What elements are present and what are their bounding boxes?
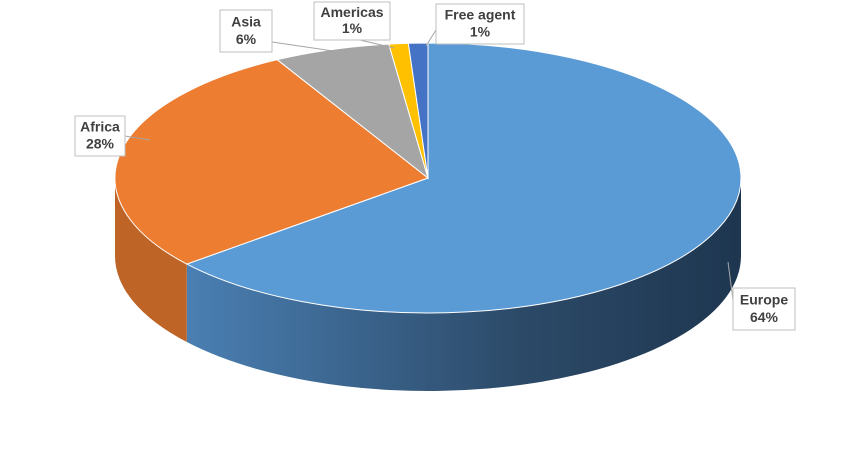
value-label: 1% [470, 24, 491, 40]
label-box [732, 287, 796, 331]
label-box [74, 115, 126, 157]
leader-line [727, 261, 734, 301]
leader-line [359, 39, 395, 49]
label-box [313, 1, 391, 41]
slice-side [114, 178, 187, 343]
category-label: Africa [80, 119, 120, 135]
slice-side [186, 178, 742, 391]
slice [276, 43, 429, 180]
category-label: Americas [320, 4, 383, 20]
leader-line [124, 135, 151, 141]
label-box [435, 3, 525, 45]
label-box [219, 9, 273, 53]
value-label: 1% [342, 20, 363, 36]
value-label: 28% [86, 136, 115, 152]
value-label: 64% [750, 309, 779, 325]
slice [185, 42, 742, 314]
value-label: 6% [236, 31, 257, 47]
category-label: Europe [740, 291, 788, 307]
leader-line [271, 41, 341, 53]
leader-line [425, 29, 437, 47]
category-label: Free agent [445, 7, 516, 23]
category-label: Asia [231, 13, 261, 29]
